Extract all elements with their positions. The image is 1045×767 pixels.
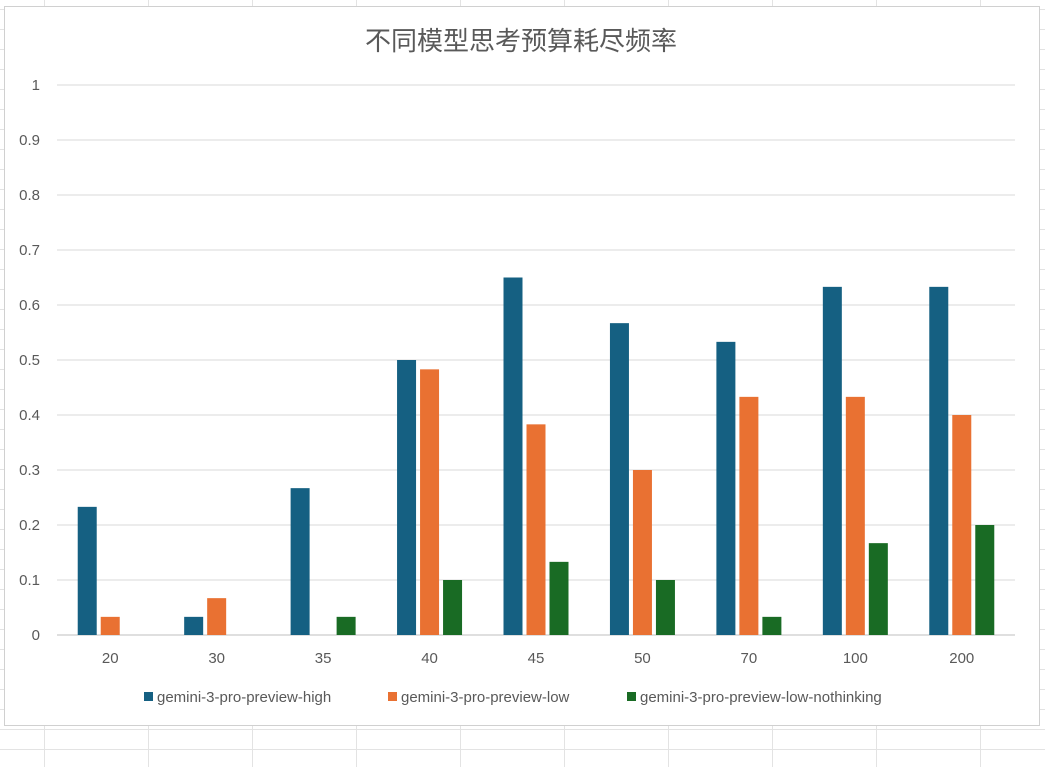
bar-gemini-3-pro-preview-high-30[interactable] <box>184 616 204 635</box>
bar-gemini-3-pro-preview-low-nothinking-45[interactable] <box>549 561 569 635</box>
bar-gemini-3-pro-preview-low-nothinking-40[interactable] <box>443 580 463 635</box>
bar-gemini-3-pro-preview-high-70[interactable] <box>716 341 736 635</box>
y-tick-label: 1 <box>32 77 40 94</box>
bar-gemini-3-pro-preview-low-nothinking-100[interactable] <box>868 543 888 635</box>
x-tick-label: 50 <box>634 650 651 667</box>
bar-gemini-3-pro-preview-low-100[interactable] <box>845 396 865 635</box>
x-tick-label: 70 <box>741 650 758 667</box>
y-tick-label: 0.2 <box>19 517 40 534</box>
bar-gemini-3-pro-preview-low-40[interactable] <box>420 369 440 635</box>
legend-label[interactable]: gemini-3-pro-preview-low <box>401 689 570 706</box>
y-tick-label: 0.3 <box>19 462 40 479</box>
bar-gemini-3-pro-preview-high-35[interactable] <box>290 488 310 635</box>
bar-gemini-3-pro-preview-low-30[interactable] <box>207 598 227 635</box>
bar-gemini-3-pro-preview-low-45[interactable] <box>526 424 546 635</box>
bar-gemini-3-pro-preview-high-40[interactable] <box>397 360 417 635</box>
x-tick-label: 100 <box>843 650 868 667</box>
legend-swatch <box>144 692 153 701</box>
y-tick-label: 0.1 <box>19 572 40 589</box>
y-tick-label: 0.4 <box>19 407 40 424</box>
y-tick-label: 0.8 <box>19 187 40 204</box>
x-tick-label: 45 <box>528 650 545 667</box>
y-tick-label: 0.6 <box>19 297 40 314</box>
legend-swatch <box>627 692 636 701</box>
bars <box>77 277 995 636</box>
y-axis: 0 0.1 0.2 0.3 0.4 0.5 0.6 0.7 0.8 0.9 1 <box>19 77 40 644</box>
x-tick-label: 20 <box>102 650 119 667</box>
bar-gemini-3-pro-preview-low-70[interactable] <box>739 396 759 635</box>
bar-gemini-3-pro-preview-low-nothinking-50[interactable] <box>655 580 675 635</box>
x-tick-label: 200 <box>949 650 974 667</box>
bar-gemini-3-pro-preview-high-100[interactable] <box>822 286 842 635</box>
y-tick-label: 0 <box>32 627 40 644</box>
y-tick-label: 0.5 <box>19 352 40 369</box>
bar-gemini-3-pro-preview-high-200[interactable] <box>929 286 949 635</box>
bar-gemini-3-pro-preview-low-nothinking-200[interactable] <box>975 525 995 635</box>
bar-gemini-3-pro-preview-high-50[interactable] <box>609 323 629 635</box>
legend-label[interactable]: gemini-3-pro-preview-low-nothinking <box>640 689 882 706</box>
bar-gemini-3-pro-preview-high-20[interactable] <box>77 506 97 635</box>
legend: gemini-3-pro-preview-high gemini-3-pro-pr… <box>144 689 882 706</box>
bar-gemini-3-pro-preview-low-20[interactable] <box>100 616 120 635</box>
legend-swatch <box>388 692 397 701</box>
bar-gemini-3-pro-preview-high-45[interactable] <box>503 277 523 636</box>
bar-gemini-3-pro-preview-low-50[interactable] <box>632 470 652 635</box>
chart-title: 不同模型思考预算耗尽频率 <box>365 26 677 56</box>
bar-gemini-3-pro-preview-low-nothinking-35[interactable] <box>336 616 356 635</box>
x-axis: 20 30 35 40 45 50 70 100 200 <box>102 650 974 667</box>
y-tick-label: 0.7 <box>19 242 40 259</box>
x-tick-label: 40 <box>421 650 438 667</box>
y-tick-label: 0.9 <box>19 132 40 149</box>
x-tick-label: 30 <box>208 650 225 667</box>
x-tick-label: 35 <box>315 650 332 667</box>
legend-label[interactable]: gemini-3-pro-preview-high <box>157 689 331 706</box>
bar-gemini-3-pro-preview-low-200[interactable] <box>952 415 972 635</box>
bar-gemini-3-pro-preview-low-nothinking-70[interactable] <box>762 616 782 635</box>
